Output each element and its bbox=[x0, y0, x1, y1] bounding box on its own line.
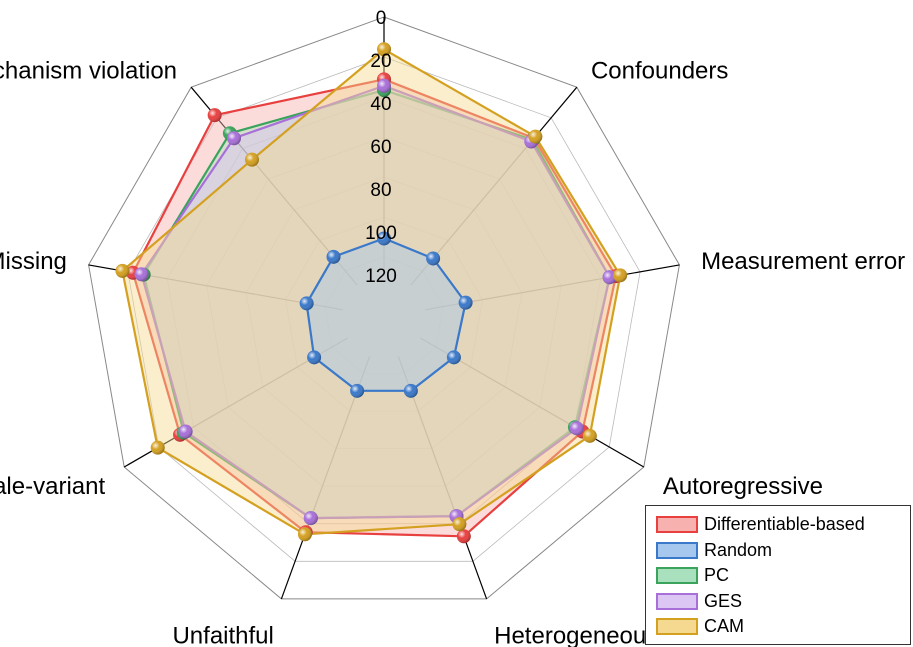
axis-label: Autoregressive bbox=[663, 473, 823, 500]
legend-label: Differentiable-based bbox=[704, 514, 865, 535]
series-layer bbox=[121, 48, 622, 538]
grid-ring bbox=[206, 136, 562, 487]
data-point-shine bbox=[582, 428, 597, 443]
data-point-shine bbox=[150, 440, 165, 455]
data-point-shine bbox=[303, 511, 318, 526]
legend-item-pc: PC bbox=[656, 563, 902, 589]
axis-label: Heterogeneous bbox=[494, 623, 658, 647]
data-point-shine bbox=[299, 296, 314, 311]
legend-label: PC bbox=[704, 565, 730, 586]
grid-ring bbox=[245, 176, 523, 450]
radial-tick-label: 120 bbox=[365, 266, 397, 287]
legend-label: GES bbox=[704, 590, 743, 611]
series-area-differentiable-based bbox=[131, 78, 618, 538]
grid-ring bbox=[166, 96, 602, 525]
radial-tick-label: 100 bbox=[365, 223, 397, 244]
axis-spoke bbox=[410, 86, 578, 286]
data-point-shine bbox=[134, 267, 149, 282]
radial-tick-label: 0 bbox=[376, 8, 387, 29]
legend-item-cam: CAM bbox=[656, 614, 902, 640]
data-point-shine bbox=[227, 131, 242, 146]
grid-ring bbox=[285, 216, 483, 412]
axis-label: Unfaithful bbox=[172, 623, 273, 647]
data-point-shine bbox=[297, 527, 312, 542]
data-point-shine bbox=[602, 270, 617, 285]
data-point-shine bbox=[613, 268, 628, 283]
grid-ring bbox=[88, 16, 680, 600]
data-point-shine bbox=[377, 42, 391, 57]
data-point-shine bbox=[115, 263, 130, 278]
legend-swatch bbox=[656, 592, 698, 610]
series-area-cam bbox=[121, 48, 622, 536]
data-point-shine bbox=[326, 249, 341, 264]
legend: Differentiable-based Random PC GES CAM bbox=[645, 505, 911, 645]
legend-label: Random bbox=[704, 539, 773, 560]
radial-tick-labels: 0 20 40 60 80 100 120 bbox=[365, 8, 397, 287]
data-point-shine bbox=[446, 350, 461, 365]
series-area-random bbox=[305, 237, 467, 392]
grid-ring bbox=[324, 256, 444, 374]
data-point-shine bbox=[307, 350, 322, 365]
radial-tick-label: 60 bbox=[370, 137, 391, 158]
axis-label: Scale-variant bbox=[0, 473, 105, 500]
legend-item-ges: GES bbox=[656, 589, 902, 615]
legend-swatch bbox=[656, 618, 698, 636]
data-point-shine bbox=[178, 424, 193, 439]
data-point-shine bbox=[244, 152, 259, 167]
data-point-shine bbox=[456, 529, 471, 544]
radial-tick-label: 40 bbox=[370, 94, 391, 115]
axis-label: Missing bbox=[0, 248, 67, 275]
data-point-shine bbox=[403, 383, 418, 398]
legend-swatch bbox=[656, 516, 698, 534]
data-point-shine bbox=[377, 231, 391, 246]
marker-layer bbox=[115, 42, 628, 544]
legend-item-differentiable-based: Differentiable-based bbox=[656, 512, 902, 538]
legend-label: CAM bbox=[704, 616, 744, 637]
data-point-shine bbox=[569, 421, 584, 436]
series-area-ges bbox=[140, 84, 611, 520]
data-point-shine bbox=[207, 108, 222, 123]
data-point-shine bbox=[528, 129, 543, 144]
legend-swatch bbox=[656, 567, 698, 585]
legend-item-random: Random bbox=[656, 538, 902, 564]
data-point-shine bbox=[458, 295, 473, 310]
data-point-shine bbox=[377, 78, 391, 93]
radial-tick-label: 80 bbox=[370, 180, 391, 201]
legend-swatch bbox=[656, 541, 698, 559]
axis-label: Mechanism violation bbox=[0, 57, 177, 84]
radial-tick-label: 20 bbox=[370, 51, 391, 72]
data-point-shine bbox=[426, 251, 441, 266]
data-point-shine bbox=[452, 517, 467, 532]
axis-label: Confounders bbox=[591, 57, 728, 84]
data-point-shine bbox=[350, 383, 365, 398]
axis-label: Measurement error bbox=[701, 248, 905, 275]
